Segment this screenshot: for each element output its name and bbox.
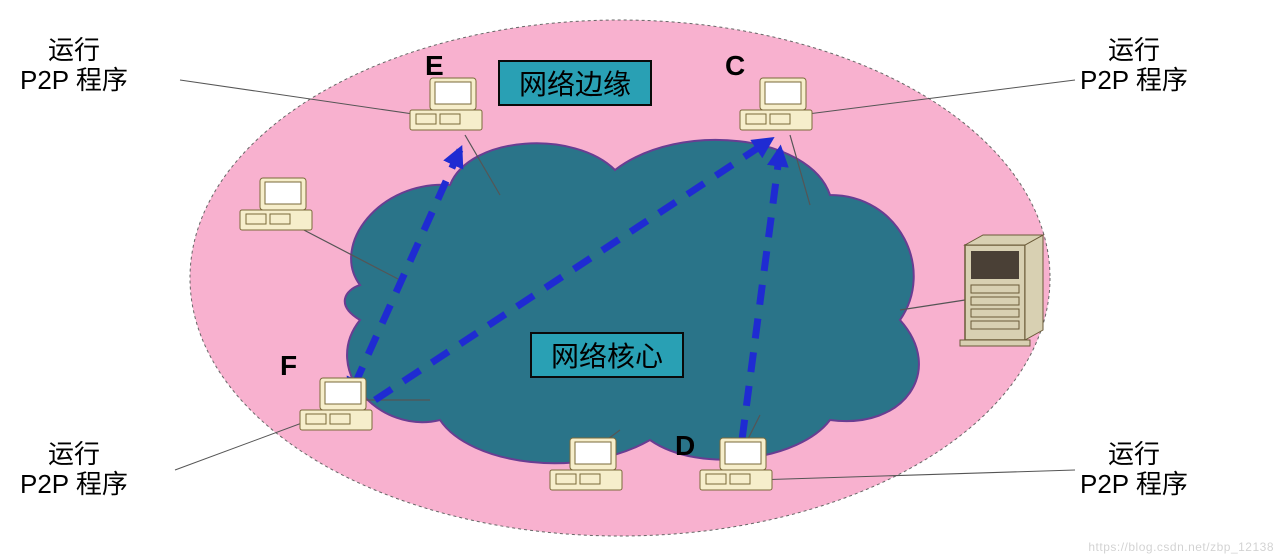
- corner-label-line2: P2P 程序: [1080, 66, 1188, 96]
- corner-label-top-right: 运行 P2P 程序: [1080, 36, 1188, 96]
- watermark-text: https://blog.csdn.net/zbp_12138: [1088, 540, 1274, 554]
- diagram-stage: 网络边缘 网络核心 运行 P2P 程序 运行 P2P 程序 运行 P2P 程序 …: [0, 0, 1280, 558]
- node-letter-C: C: [725, 50, 745, 82]
- server-icon: [960, 235, 1043, 346]
- corner-label-bottom-left: 运行 P2P 程序: [20, 440, 128, 500]
- node-letter-E: E: [425, 50, 444, 82]
- node-letter-F: F: [280, 350, 297, 382]
- corner-label-line2: P2P 程序: [1080, 470, 1188, 500]
- corner-label-line1: 运行: [1080, 36, 1188, 66]
- corner-label-bottom-right: 运行 P2P 程序: [1080, 440, 1188, 500]
- corner-label-line1: 运行: [20, 440, 128, 470]
- network-core-label-box: 网络核心: [530, 332, 684, 378]
- network-edge-label-text: 网络边缘: [519, 63, 631, 103]
- node-letter-D: D: [675, 430, 695, 462]
- corner-label-line2: P2P 程序: [20, 470, 128, 500]
- corner-label-line2: P2P 程序: [20, 66, 128, 96]
- network-edge-label-box: 网络边缘: [498, 60, 652, 106]
- corner-label-line1: 运行: [1080, 440, 1188, 470]
- network-core-label-text: 网络核心: [551, 335, 663, 375]
- corner-label-line1: 运行: [20, 36, 128, 66]
- corner-label-top-left: 运行 P2P 程序: [20, 36, 128, 96]
